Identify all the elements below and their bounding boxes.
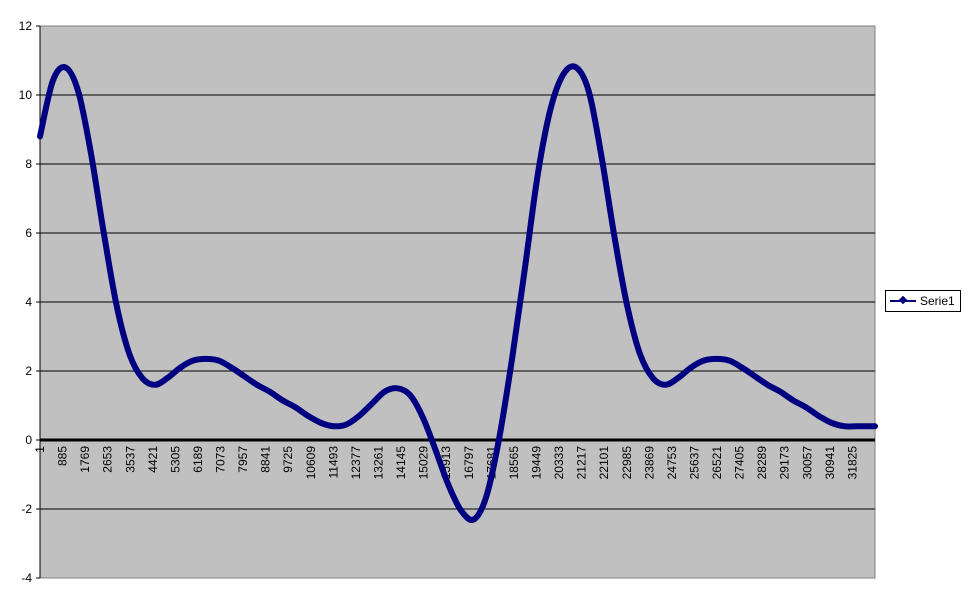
x-tick-label-group: 3537 [123, 446, 137, 473]
x-tick-label-group: 20333 [552, 446, 566, 480]
x-tick-label-group: 27405 [733, 446, 747, 480]
y-tick-label: -2 [21, 502, 32, 516]
x-tick-label-group: 4421 [146, 446, 160, 473]
x-tick-label: 5305 [168, 446, 182, 473]
x-tick-label: 30057 [800, 446, 814, 480]
x-tick-label: 11493 [326, 446, 340, 479]
x-tick-label: 26521 [710, 446, 724, 480]
x-tick-label-group: 2653 [101, 446, 115, 473]
x-tick-label: 21217 [575, 446, 589, 480]
x-tick-label-group: 6189 [191, 446, 205, 473]
x-tick-label-group: 21217 [575, 446, 589, 480]
y-tick-label: 6 [25, 226, 32, 240]
y-tick-label: 12 [19, 19, 33, 33]
x-tick-label: 31825 [845, 446, 859, 480]
x-tick-label: 6189 [191, 446, 205, 473]
x-tick-label: 1 [33, 446, 47, 453]
x-tick-label: 4421 [146, 446, 160, 473]
x-tick-label-group: 885 [56, 446, 70, 466]
x-tick-label: 29173 [778, 446, 792, 480]
x-tick-label: 13261 [372, 446, 386, 480]
x-tick-label-group: 26521 [710, 446, 724, 480]
x-tick-label-group: 12377 [349, 446, 363, 480]
series-line-serie1 [37, 63, 878, 523]
x-tick-label-group: 31825 [845, 446, 859, 480]
x-tick-label: 18565 [507, 446, 521, 480]
x-tick-label-group: 30941 [823, 446, 837, 480]
x-tick-label-group: 9725 [281, 446, 295, 473]
x-tick-label-group: 22985 [620, 446, 634, 480]
x-tick-label: 14145 [394, 446, 408, 480]
x-tick-label: 885 [56, 446, 70, 466]
x-tick-label: 22101 [597, 446, 611, 480]
x-tick-label-group: 1 [33, 446, 47, 453]
legend: Serie1 [885, 290, 961, 312]
x-tick-label: 1769 [78, 446, 92, 473]
x-tick-label: 8841 [259, 446, 273, 473]
x-tick-label-group: 25637 [687, 446, 701, 480]
axes: -4 -2 0 2 4 6 8 10 12 1 885 1769 2653 3537 4421 5305 618… [19, 19, 875, 585]
x-tick-label-group: 18565 [507, 446, 521, 480]
x-tick-label: 25637 [687, 446, 701, 480]
x-tick-label-group: 16797 [462, 446, 476, 480]
x-tick-label-group: 5305 [168, 446, 182, 473]
legend-swatch [890, 296, 916, 306]
x-tick-label-group: 15029 [417, 446, 431, 480]
x-tick-label-group: 10609 [304, 446, 318, 480]
x-tick-label: 24753 [665, 446, 679, 480]
legend-label-serie1: Serie1 [920, 294, 955, 308]
x-tick-label: 28289 [755, 446, 769, 480]
x-tick-label: 3537 [123, 446, 137, 473]
x-tick-label: 15029 [417, 446, 431, 480]
x-tick-label: 2653 [101, 446, 115, 473]
y-tick-label: 4 [25, 295, 32, 309]
y-tick-label: 10 [19, 88, 33, 102]
x-tick-label: 20333 [552, 446, 566, 480]
x-tick-label: 12377 [349, 446, 363, 480]
x-tick-label-group: 19449 [529, 446, 543, 480]
x-tick-label-group: 13261 [372, 446, 386, 480]
y-tick-label: 2 [25, 364, 32, 378]
x-tick-label-group: 29173 [778, 446, 792, 480]
x-tick-label: 22985 [620, 446, 634, 480]
x-tick-label-group: 23869 [642, 446, 656, 480]
x-tick-label-group: 7073 [214, 446, 228, 473]
x-tick-label-group: 22101 [597, 446, 611, 480]
x-tick-label-group: 11493 [326, 446, 340, 479]
x-tick-label-group: 28289 [755, 446, 769, 480]
y-tick-label: -4 [21, 571, 32, 585]
x-tick-label: 7073 [214, 446, 228, 473]
x-tick-label: 19449 [529, 446, 543, 480]
x-tick-label: 23869 [642, 446, 656, 480]
x-tick-label-group: 24753 [665, 446, 679, 480]
x-tick-label: 27405 [733, 446, 747, 480]
series-layer [37, 63, 878, 523]
x-tick-label-group: 8841 [259, 446, 273, 473]
x-tick-label: 10609 [304, 446, 318, 480]
x-tick-label: 30941 [823, 446, 837, 480]
x-tick-label: 9725 [281, 446, 295, 473]
x-tick-label-group: 14145 [394, 446, 408, 480]
y-tick-label: 8 [25, 157, 32, 171]
x-tick-label-group: 7957 [236, 446, 250, 473]
x-tick-label-group: 30057 [800, 446, 814, 480]
y-tick-label: 0 [25, 433, 32, 447]
x-tick-label: 7957 [236, 446, 250, 473]
x-tick-label-group: 1769 [78, 446, 92, 473]
x-tick-label: 16797 [462, 446, 476, 480]
